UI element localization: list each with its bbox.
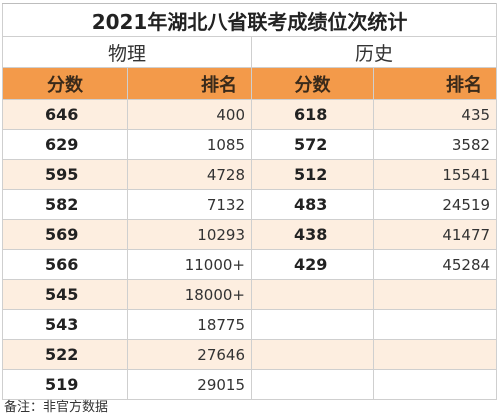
history-score-cell: 572 [251, 129, 374, 160]
history-score-cell: 429 [251, 249, 374, 280]
table-row: 595 4728 512 15541 [2, 159, 498, 190]
history-rank-cell: 41477 [372, 219, 498, 250]
physics-rank-cell: 7132 [127, 189, 252, 220]
physics-rank-cell: 4728 [127, 159, 252, 190]
header-history-score: 分数 [251, 67, 374, 100]
table-row: 569 10293 438 41477 [2, 219, 498, 250]
table-title: 2021年湖北八省联考成绩位次统计 [1, 3, 498, 37]
physics-score-cell: 629 [2, 129, 128, 160]
table-row: 646 400 618 435 [2, 99, 498, 130]
physics-rank-cell: 400 [127, 99, 252, 130]
header-physics-rank: 排名 [127, 67, 252, 100]
history-rank-cell: 24519 [372, 189, 498, 220]
physics-rank-cell: 29015 [127, 369, 252, 400]
subject-physics: 物理 [2, 36, 252, 68]
physics-rank-cell: 10293 [127, 219, 252, 250]
history-rank-cell [372, 279, 498, 310]
footnote: 备注：非官方数据 [4, 400, 109, 415]
physics-score-cell: 566 [2, 249, 128, 280]
history-score-cell: 483 [251, 189, 374, 220]
physics-rank-cell: 27646 [127, 339, 252, 370]
history-rank-cell: 3582 [372, 129, 498, 160]
physics-rank-cell: 11000+ [127, 249, 252, 280]
history-rank-cell [372, 339, 498, 370]
history-score-cell [251, 369, 374, 400]
physics-rank-cell: 1085 [127, 129, 252, 160]
history-score-cell [251, 339, 374, 370]
table-row: 582 7132 483 24519 [2, 189, 498, 220]
score-rank-table: 2021年湖北八省联考成绩位次统计 物理 历史 分数 排名 分数 排名 646 4… [1, 3, 498, 400]
history-score-cell [251, 279, 374, 310]
history-rank-cell: 15541 [372, 159, 498, 190]
table-row: 519 29015 [2, 369, 498, 400]
subject-history: 历史 [250, 36, 498, 68]
table-row: 522 27646 [2, 339, 498, 370]
table-row: 545 18000+ [2, 279, 498, 310]
physics-score-cell: 646 [2, 99, 128, 130]
header-history-rank: 排名 [372, 67, 498, 100]
physics-score-cell: 545 [2, 279, 128, 310]
physics-score-cell: 522 [2, 339, 128, 370]
physics-score-cell: 569 [2, 219, 128, 250]
history-rank-cell: 45284 [372, 249, 498, 280]
header-physics-score: 分数 [2, 67, 128, 100]
table-row: 629 1085 572 3582 [2, 129, 498, 160]
physics-rank-cell: 18775 [127, 309, 252, 340]
history-score-cell: 438 [251, 219, 374, 250]
history-score-cell [251, 309, 374, 340]
table-row: 543 18775 [2, 309, 498, 340]
physics-score-cell: 595 [2, 159, 128, 190]
physics-score-cell: 543 [2, 309, 128, 340]
history-score-cell: 618 [251, 99, 374, 130]
physics-score-cell: 519 [2, 369, 128, 400]
table-row: 566 11000+ 429 45284 [2, 249, 498, 280]
history-score-cell: 512 [251, 159, 374, 190]
physics-rank-cell: 18000+ [127, 279, 252, 310]
history-rank-cell [372, 309, 498, 340]
history-rank-cell [372, 369, 498, 400]
history-rank-cell: 435 [372, 99, 498, 130]
physics-score-cell: 582 [2, 189, 128, 220]
